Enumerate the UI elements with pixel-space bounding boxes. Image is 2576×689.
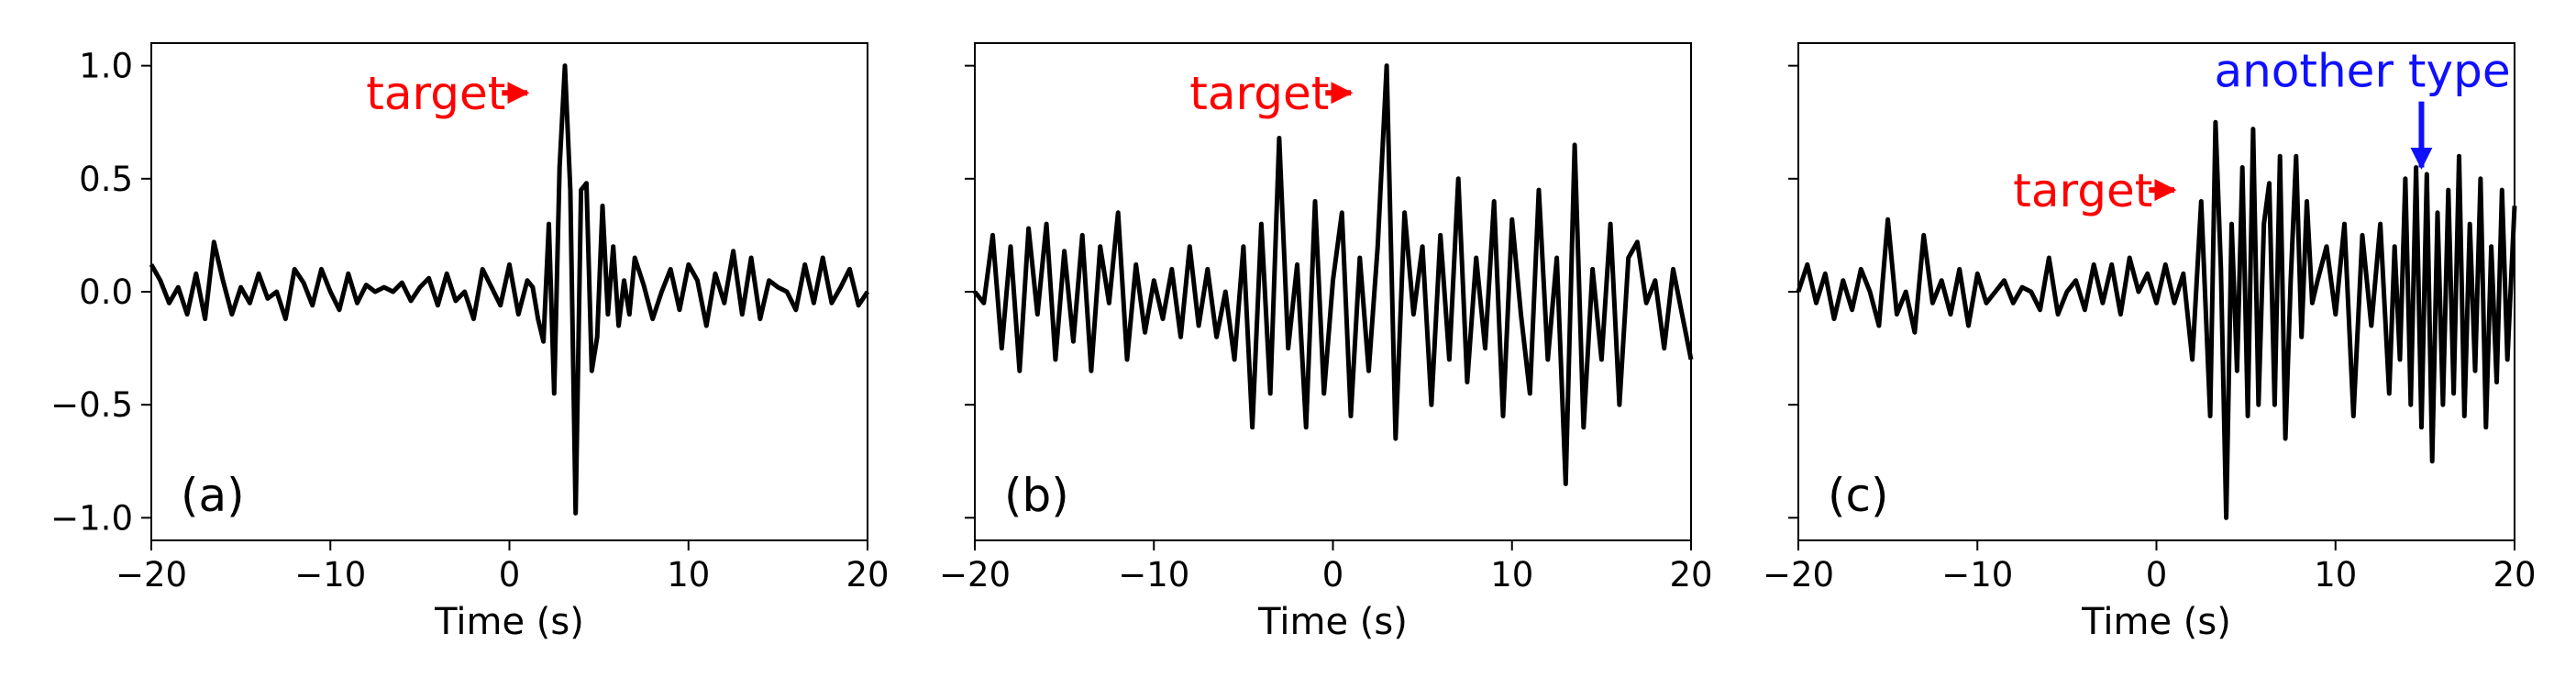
- panel-b: −20 −10 0 10 20 Time (s) (b) target: [939, 42, 1713, 643]
- panel-c: −20 −10 0 10 20 Time (s) (c) target another type: [1763, 42, 2537, 643]
- y-tick-label: 0.5: [79, 160, 133, 199]
- x-tick-label: 20: [2493, 555, 2536, 595]
- x-tick-label: −10: [1118, 555, 1189, 595]
- y-tick-label: −1.0: [50, 498, 133, 538]
- annotation-another-type: another type: [2214, 45, 2510, 98]
- waveform-line: [973, 63, 1694, 486]
- annotation-target: target: [2013, 164, 2152, 217]
- panel-label: (b): [1004, 469, 1069, 522]
- x-tick-label: 20: [1669, 555, 1712, 595]
- annotation-target: target: [1189, 67, 1329, 120]
- x-axis-title: Time (s): [434, 601, 584, 643]
- x-tick-label: 0: [499, 555, 521, 595]
- x-tick-label: 0: [2146, 555, 2168, 595]
- x-axis-title: Time (s): [1257, 601, 1408, 643]
- x-axis-title: Time (s): [2081, 601, 2231, 643]
- x-tick-label: −10: [294, 555, 366, 595]
- x-tick-label: 10: [1490, 555, 1533, 595]
- x-tick-label: 10: [667, 555, 710, 595]
- panel-label: (c): [1828, 469, 1889, 522]
- y-tick-label: 1.0: [79, 47, 133, 86]
- x-tick-label: 10: [2314, 555, 2357, 595]
- x-tick-label: −20: [939, 555, 1011, 595]
- x-tick-label: −10: [1941, 555, 2013, 595]
- x-tick-label: 0: [1322, 555, 1344, 595]
- panel-a: −20 −10 0 10 20 1.0 0.5 0.0 −0.5 −1.0 Time (s) (a) t…: [50, 42, 890, 643]
- annotation-target: target: [366, 67, 505, 120]
- waveform-line: [1796, 119, 2517, 520]
- x-tick-label: −20: [1763, 555, 1834, 595]
- x-tick-label: −20: [116, 555, 187, 595]
- axes-frame: [150, 42, 868, 541]
- y-tick-label: 0.0: [79, 272, 133, 312]
- waveform-line: [149, 63, 870, 516]
- panel-label: (a): [181, 469, 245, 522]
- y-tick-label: −0.5: [50, 385, 133, 425]
- x-tick-label: 20: [846, 555, 889, 595]
